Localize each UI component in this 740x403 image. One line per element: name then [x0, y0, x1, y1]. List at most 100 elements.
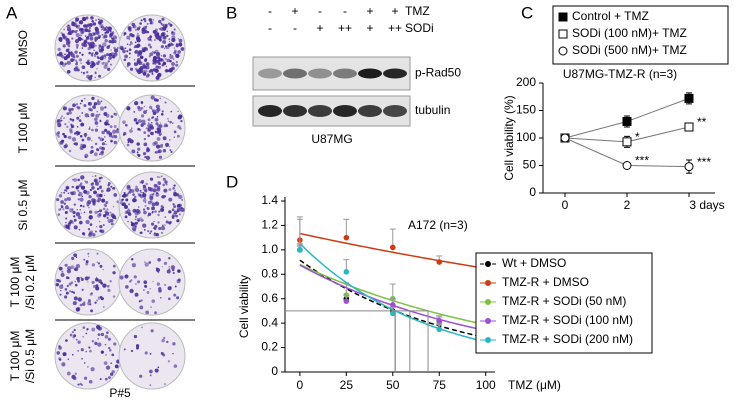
- treatment-name: TMZ: [405, 4, 430, 18]
- colony: [97, 18, 100, 21]
- colony: [144, 204, 147, 207]
- x-tick-label: 25: [340, 378, 354, 392]
- colony: [80, 278, 84, 282]
- row-label: Si 0.5 μM: [16, 180, 30, 231]
- colony: [104, 128, 108, 132]
- colony: [84, 98, 86, 100]
- colony: [91, 31, 96, 37]
- colony: [76, 116, 80, 120]
- legend-label: SODi (100 nM)+ TMZ: [572, 26, 687, 40]
- x-tick-label: 100: [476, 378, 496, 392]
- colony: [101, 55, 105, 59]
- colony: [69, 118, 72, 121]
- colony: [72, 56, 74, 58]
- colony: [136, 209, 141, 215]
- colony: [88, 194, 92, 199]
- colony: [95, 30, 100, 35]
- colony: [144, 189, 148, 193]
- colony: [134, 218, 137, 221]
- band: [358, 68, 382, 79]
- colony: [100, 350, 105, 354]
- colony: [159, 58, 163, 62]
- colony: [136, 142, 140, 146]
- colony: [153, 51, 156, 54]
- colony: [145, 182, 148, 186]
- colony: [133, 195, 137, 199]
- data-point: [622, 137, 632, 147]
- colony: [126, 106, 131, 111]
- colony: [78, 184, 82, 188]
- colony: [177, 110, 179, 113]
- colony: [87, 59, 90, 62]
- colony: [67, 33, 69, 35]
- colony: [83, 376, 88, 380]
- colony: [159, 97, 162, 100]
- colony: [67, 29, 70, 32]
- colony: [91, 339, 95, 343]
- colony: [166, 340, 169, 344]
- colony: [143, 142, 148, 147]
- colony: [137, 154, 141, 157]
- colony: [99, 264, 103, 268]
- colony: [123, 32, 127, 35]
- colony: [110, 49, 112, 51]
- colony: [175, 60, 178, 64]
- colony: [178, 114, 183, 118]
- colony: [94, 76, 97, 79]
- colony: [97, 99, 100, 102]
- colony: [122, 120, 126, 124]
- colony: [172, 342, 176, 346]
- data-point: [436, 326, 443, 333]
- colony: [157, 213, 160, 217]
- colony: [143, 137, 147, 141]
- colony: [90, 367, 95, 372]
- legend-marker: [558, 12, 568, 22]
- colony: [146, 207, 150, 211]
- y-tick-label: 100: [516, 130, 536, 144]
- y-tick-label: 50: [523, 158, 537, 172]
- colony: [71, 256, 75, 261]
- colony: [135, 283, 137, 285]
- colony: [147, 230, 150, 233]
- colony: [158, 155, 163, 159]
- treatment-mark: +: [391, 4, 398, 18]
- colony: [104, 39, 108, 43]
- colony: [96, 252, 99, 255]
- colony: [69, 130, 73, 134]
- colony: [97, 333, 101, 336]
- colony: [152, 19, 154, 21]
- colony: [67, 197, 72, 201]
- colony: [149, 193, 154, 198]
- colony: [172, 352, 174, 355]
- colony: [103, 54, 107, 57]
- y-tick-label: 0.4: [261, 315, 278, 329]
- colony: [129, 57, 131, 59]
- colony: [144, 29, 148, 34]
- colony: [82, 335, 84, 338]
- colony: [84, 156, 87, 159]
- colony: [77, 194, 81, 197]
- colony: [102, 26, 107, 32]
- colony: [168, 38, 171, 41]
- annotation: ***: [697, 155, 711, 169]
- colony: [75, 338, 78, 341]
- colony: [79, 208, 82, 211]
- colony: [60, 191, 63, 194]
- colony: [81, 16, 86, 21]
- colony: [133, 111, 136, 113]
- colony: [84, 28, 89, 32]
- colony: [150, 121, 153, 124]
- colony: [64, 198, 68, 202]
- colony: [144, 262, 149, 267]
- colony: [138, 119, 142, 123]
- colony: [141, 119, 146, 124]
- colony: [164, 216, 166, 218]
- y-tick-label: 0: [529, 185, 536, 199]
- colony: [81, 38, 84, 41]
- colony: [156, 36, 162, 41]
- colony: [140, 299, 143, 302]
- colony: [87, 281, 89, 283]
- colony: [133, 275, 137, 279]
- colony: [163, 336, 166, 340]
- colony: [140, 124, 144, 127]
